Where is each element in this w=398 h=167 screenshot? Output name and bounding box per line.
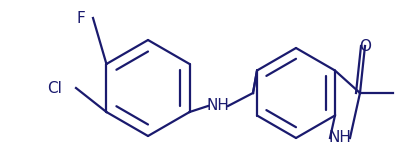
Text: Cl: Cl [47, 80, 62, 96]
Text: NH: NH [207, 99, 229, 114]
Text: O: O [359, 39, 371, 53]
Text: NH: NH [329, 130, 351, 145]
Text: F: F [76, 11, 85, 26]
